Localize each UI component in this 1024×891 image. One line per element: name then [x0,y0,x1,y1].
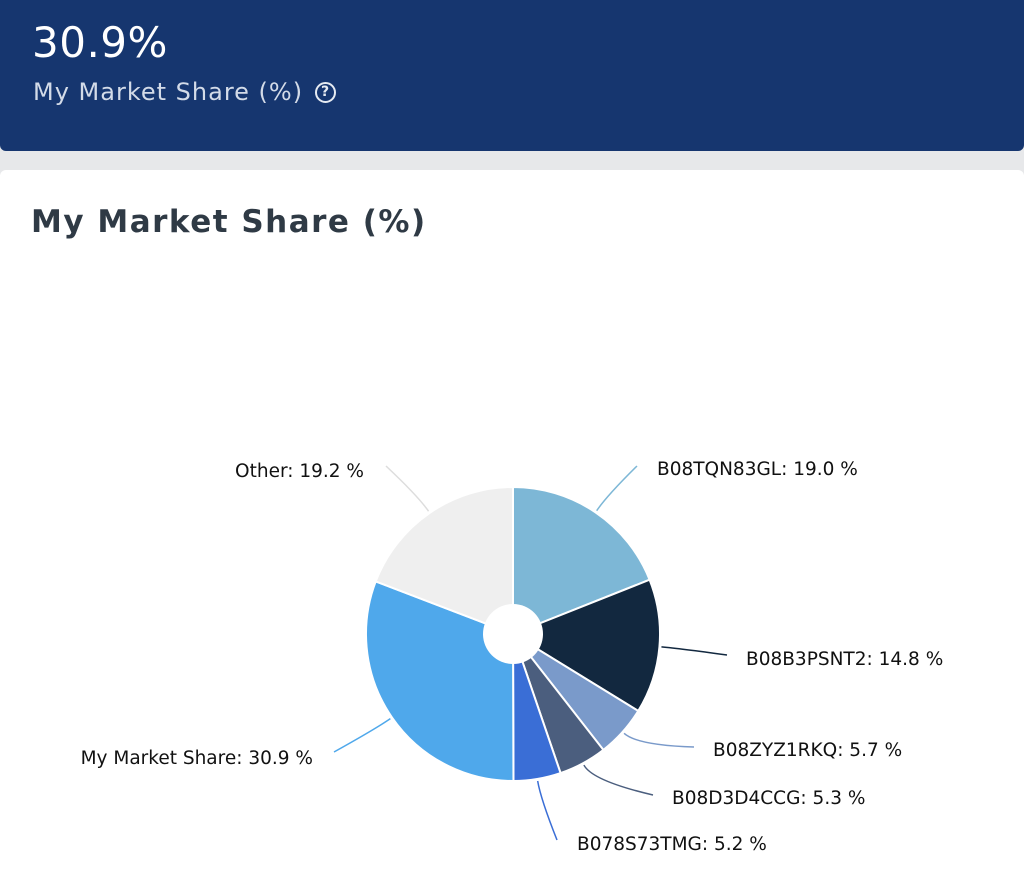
label-connector [623,732,695,748]
donut-hole [483,604,543,664]
question-circle-icon[interactable]: ? [315,81,337,103]
kpi-value: 30.9% [32,18,168,67]
pie-slice[interactable] [512,485,651,636]
label-connector [333,718,391,753]
kpi-banner: 30.9% My Market Share (%) ? [0,0,1024,151]
slice-label: My Market Share: 30.9 % [81,748,313,769]
label-connector [596,465,638,512]
label-connector [583,764,654,796]
slice-label: B08D3D4CCG: 5.3 % [672,788,865,809]
kpi-label-row: My Market Share (%) ? [33,76,337,108]
card-title: My Market Share (%) [31,204,427,240]
slice-label: Other: 19.2 % [235,461,364,482]
pie-slice[interactable] [374,485,514,636]
pie-slices [365,485,661,783]
pie-slice[interactable] [510,578,661,713]
slice-label: B078S73TMG: 5.2 % [577,834,767,855]
kpi-label: My Market Share (%) [33,78,304,106]
slice-label: B08B3PSNT2: 14.8 % [746,649,943,670]
label-connector [536,780,558,841]
slice-label: B08ZYZ1RKQ: 5.7 % [713,740,902,761]
pie-slice[interactable] [365,580,515,782]
label-connector [661,646,728,656]
label-connectors [333,465,728,841]
slice-label: B08TQN83GL: 19.0 % [657,459,858,480]
slice-labels: B08TQN83GL: 19.0 % B08B3PSNT2: 14.8 % B08Z… [81,459,944,855]
label-connector [385,465,430,512]
